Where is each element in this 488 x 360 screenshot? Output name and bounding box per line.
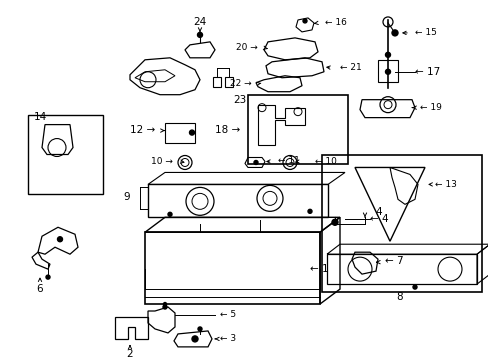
Text: ← 17: ← 17	[414, 67, 439, 77]
Circle shape	[46, 275, 50, 279]
Text: 9: 9	[123, 192, 130, 202]
Text: ← 19: ← 19	[419, 103, 441, 112]
Text: 10 →: 10 →	[151, 157, 173, 166]
Circle shape	[192, 336, 198, 342]
Text: ← 3: ← 3	[220, 334, 236, 343]
Text: 14: 14	[33, 112, 46, 122]
Text: 23: 23	[232, 95, 246, 105]
Circle shape	[391, 30, 397, 36]
Bar	[377, 60, 397, 82]
Text: ← 16: ← 16	[325, 18, 346, 27]
Text: 18 →: 18 →	[214, 125, 240, 135]
Circle shape	[163, 302, 166, 306]
Circle shape	[331, 219, 337, 225]
Circle shape	[189, 130, 194, 135]
Text: ← 21: ← 21	[339, 63, 361, 72]
Bar	[164, 123, 195, 143]
Text: 22 →: 22 →	[230, 79, 251, 88]
Bar	[213, 77, 221, 87]
Bar	[321, 154, 481, 292]
Circle shape	[303, 19, 306, 23]
Text: 8: 8	[396, 292, 403, 302]
Text: ← 4: ← 4	[369, 214, 388, 224]
Text: 6: 6	[37, 284, 43, 294]
Text: 20 →: 20 →	[236, 43, 258, 52]
Circle shape	[412, 285, 416, 289]
Circle shape	[198, 327, 202, 331]
Text: ← 13: ← 13	[434, 180, 456, 189]
Circle shape	[307, 209, 311, 213]
Text: 24: 24	[193, 17, 206, 27]
Circle shape	[197, 32, 202, 37]
Bar	[224, 77, 232, 87]
Text: 4: 4	[374, 207, 381, 217]
Circle shape	[253, 161, 258, 165]
Text: ← 11: ← 11	[278, 156, 299, 165]
Circle shape	[168, 212, 172, 216]
Bar	[247, 95, 347, 165]
Bar	[28, 114, 103, 194]
Text: ← 7: ← 7	[384, 256, 403, 266]
Circle shape	[163, 305, 167, 309]
Circle shape	[58, 237, 62, 242]
Text: 12 →: 12 →	[129, 125, 155, 135]
Text: ← 10: ← 10	[314, 157, 336, 166]
Text: ← 5: ← 5	[220, 310, 236, 319]
Text: 2: 2	[126, 349, 133, 359]
Circle shape	[385, 69, 390, 74]
Circle shape	[385, 52, 390, 57]
Text: ← 15: ← 15	[414, 28, 436, 37]
Text: ← 1: ← 1	[309, 264, 328, 274]
